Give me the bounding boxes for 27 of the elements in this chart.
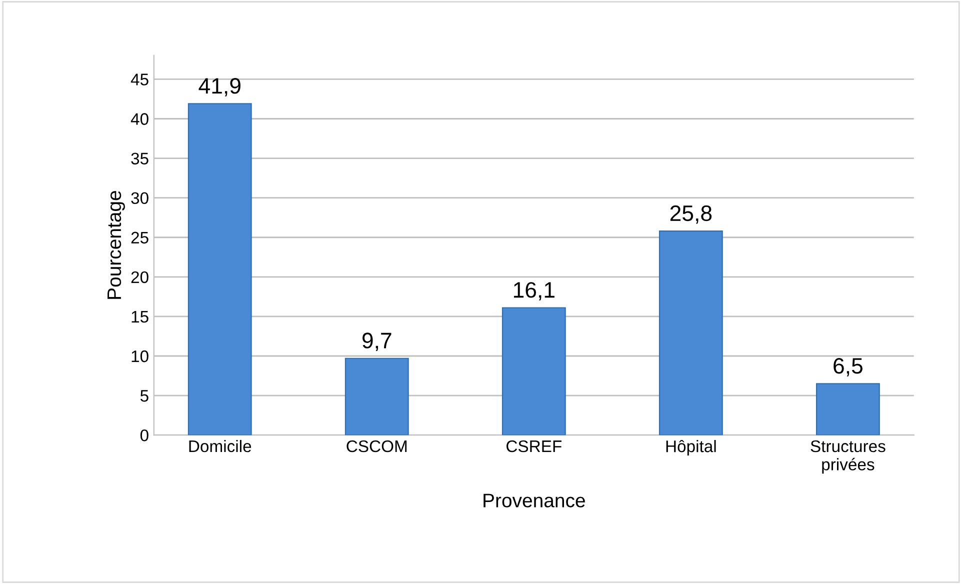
- y-tick-label: 40: [130, 113, 148, 125]
- bar: [188, 103, 252, 436]
- y-tick-label: 10: [132, 350, 148, 362]
- y-axis-title: Pourcentage: [108, 191, 125, 299]
- x-tick-label: Hôpital: [666, 440, 716, 456]
- data-label: 6,5: [834, 358, 862, 376]
- y-tick-label: 5: [140, 390, 148, 402]
- x-axis-title: Provenance: [484, 494, 585, 508]
- x-tick-label: CSREF: [506, 440, 562, 452]
- y-tick-label: 20: [131, 271, 148, 284]
- x-tick-label: Domicile: [189, 440, 252, 452]
- y-tick-label: 45: [130, 74, 148, 86]
- x-tick-label: Structures privées: [810, 440, 886, 474]
- bar: [344, 358, 409, 436]
- y-tick-label: 0: [140, 429, 148, 442]
- y-tick-label: 25: [131, 232, 148, 244]
- data-label: 9,7: [362, 332, 392, 352]
- y-tick-label: 30: [131, 192, 148, 204]
- bar: [502, 307, 566, 436]
- data-label: 25,8: [670, 205, 712, 224]
- x-tick-label: CSCOM: [346, 440, 407, 452]
- y-tick-label: 15: [132, 311, 148, 323]
- bar: [816, 383, 880, 436]
- data-label: 16,1: [514, 282, 554, 300]
- y-tick-label: 35: [131, 152, 148, 164]
- data-label: 41,9: [198, 78, 240, 96]
- bar: [658, 230, 723, 436]
